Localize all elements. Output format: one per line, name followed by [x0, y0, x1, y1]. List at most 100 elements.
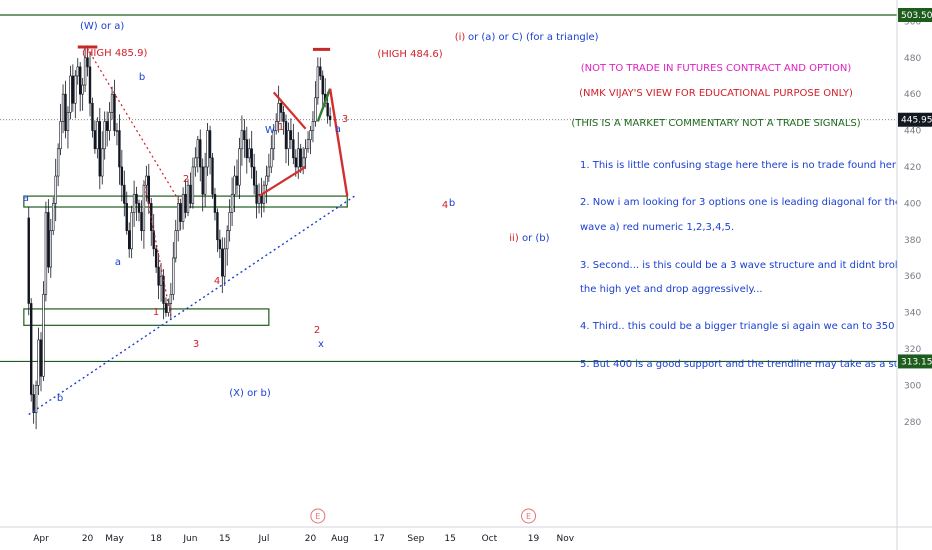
candle-body	[105, 121, 109, 131]
candle-body	[314, 97, 317, 122]
candle-body	[177, 203, 180, 231]
candle-body	[37, 339, 40, 386]
price-tick-label: 480	[904, 54, 921, 64]
candle-body	[162, 275, 165, 304]
candle-body	[152, 230, 155, 250]
candle-body	[201, 166, 204, 195]
price-tick-label: 300	[904, 381, 921, 391]
candle-body	[79, 66, 82, 95]
candle-body	[255, 184, 258, 204]
wave-label: (HIGH 485.9)	[82, 48, 147, 59]
candle-body	[216, 212, 219, 241]
candle-body	[128, 230, 131, 250]
time-tick-label: 19	[528, 534, 540, 544]
price-tick-label: 340	[904, 309, 921, 319]
candle-body	[130, 212, 133, 250]
event-marker-label: E	[526, 512, 531, 521]
candle-body	[311, 121, 315, 131]
candle-body	[27, 217, 30, 304]
wave-label: b	[449, 198, 455, 209]
candle-body	[272, 130, 275, 150]
candle-body	[164, 303, 168, 313]
wave-label: or (b)	[522, 233, 550, 244]
price-tick-label: 360	[904, 272, 921, 282]
grid-layer	[0, 14, 897, 363]
candle-body	[132, 193, 136, 213]
candle-body	[59, 121, 62, 150]
candle-body	[147, 175, 150, 204]
candle-body	[226, 230, 229, 250]
candle-body	[277, 102, 280, 122]
wave-label: (i)	[455, 32, 466, 43]
wave-label: 2	[183, 174, 189, 185]
wave-label: 2	[314, 325, 320, 336]
time-tick-label: 20	[82, 534, 94, 544]
time-tick-label: 18	[150, 534, 162, 544]
candle-body	[328, 115, 332, 120]
candle-body	[189, 184, 192, 204]
candles-layer	[27, 45, 332, 430]
candle-body	[243, 130, 246, 140]
candle-body	[184, 193, 187, 213]
candle-body	[309, 130, 312, 140]
price-tick-label: 320	[904, 345, 921, 355]
candle-body	[81, 84, 84, 95]
candle-body	[115, 130, 119, 132]
candle-body	[34, 385, 38, 413]
candle-body	[211, 157, 214, 195]
candle-body	[69, 75, 72, 113]
candle-body	[304, 148, 307, 159]
time-tick-label: Oct	[482, 534, 498, 544]
candle-body	[326, 102, 329, 117]
wave-label: a	[23, 193, 29, 204]
candle-body	[321, 75, 324, 95]
candle-body	[47, 212, 50, 268]
support-zone-box	[23, 308, 270, 326]
candle-body	[306, 139, 310, 150]
wave-label: b	[139, 72, 145, 83]
candle-body	[181, 193, 185, 222]
candle-body	[64, 93, 67, 131]
candle-body	[228, 212, 231, 231]
wave-label: 4	[442, 200, 448, 211]
candle-body	[93, 130, 97, 150]
commentary-note: (NOT TO TRADE IN FUTURES CONTRACT AND OP…	[581, 63, 852, 74]
wave-label: 4	[214, 276, 220, 287]
candle-body	[316, 66, 320, 99]
price-tick-label: 400	[904, 199, 921, 209]
wave-label: b	[57, 393, 63, 404]
price-badge-label: 503.50	[901, 11, 932, 21]
candle-body	[297, 148, 300, 168]
candle-body	[71, 75, 75, 104]
wave-label: 3	[193, 339, 199, 350]
candle-body	[61, 93, 65, 122]
candle-body	[172, 257, 175, 295]
candle-body	[208, 130, 212, 159]
candle-body	[292, 139, 295, 159]
candle-body	[257, 193, 261, 204]
candle-body	[103, 121, 106, 150]
time-tick-label: Aug	[331, 534, 349, 544]
candle-body	[287, 130, 290, 150]
candle-body	[29, 303, 33, 395]
candle-body	[233, 175, 236, 195]
candle-body	[120, 166, 124, 186]
candle-body	[32, 394, 35, 413]
commentary-note: 1. This is little confusing stage here t…	[580, 160, 912, 171]
candle-body	[118, 130, 121, 168]
candle-body	[191, 166, 195, 204]
candle-body	[154, 248, 158, 268]
wave-label: (X) or b)	[229, 388, 271, 399]
candle-body	[52, 203, 55, 231]
time-tick-label: 20	[305, 534, 317, 544]
candle-body	[169, 294, 173, 304]
commentary-note: the high yet and drop aggressively...	[580, 284, 763, 295]
candle-body	[289, 130, 293, 140]
time-axis-background	[0, 527, 897, 550]
candle-body	[159, 275, 163, 286]
candle-body	[42, 294, 45, 377]
candle-body	[74, 75, 77, 104]
time-tick-label: Apr	[33, 534, 49, 544]
